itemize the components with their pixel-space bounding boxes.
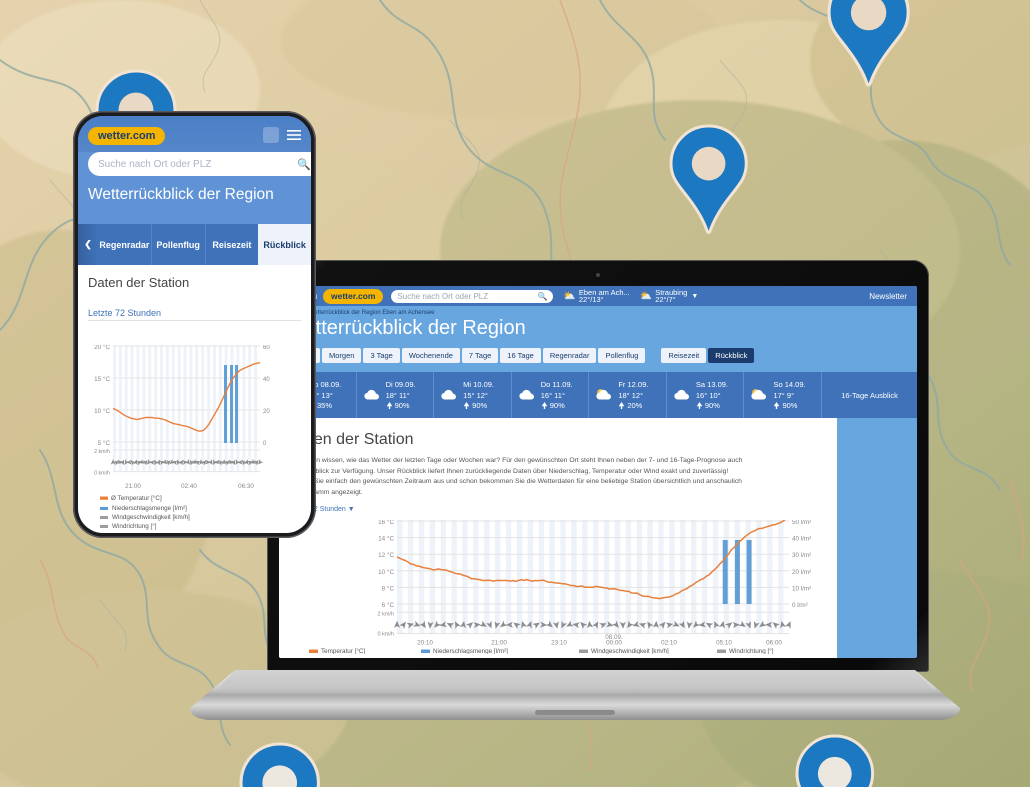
svg-text:Niederschlagsmenge [l/m²]: Niederschlagsmenge [l/m²] <box>433 648 508 654</box>
svg-text:12 °C: 12 °C <box>378 551 394 559</box>
svg-text:Windgeschwindigkeit [km/h]: Windgeschwindigkeit [km/h] <box>591 648 669 654</box>
svg-text:02:10: 02:10 <box>661 640 677 647</box>
svg-text:8 °C: 8 °C <box>382 584 395 592</box>
svg-text:06:00: 06:00 <box>766 640 782 647</box>
svg-text:21:00: 21:00 <box>491 640 507 647</box>
svg-text:5 °C: 5 °C <box>98 439 111 447</box>
svg-text:30 l/m²: 30 l/m² <box>792 552 811 559</box>
svg-text:40: 40 <box>263 377 270 383</box>
svg-text:21:00: 21:00 <box>125 483 141 490</box>
svg-text:15 °C: 15 °C <box>94 375 110 383</box>
svg-text:40 l/m²: 40 l/m² <box>792 536 811 543</box>
svg-text:05:10: 05:10 <box>716 640 732 647</box>
svg-text:10 °C: 10 °C <box>378 568 394 576</box>
svg-text:Ø Temperatur [°C]: Ø Temperatur [°C] <box>111 494 162 502</box>
svg-text:00:00: 00:00 <box>606 640 622 647</box>
svg-text:2 km/h: 2 km/h <box>377 612 394 618</box>
svg-text:2 km/h: 2 km/h <box>94 449 110 455</box>
svg-text:20 l/m²: 20 l/m² <box>792 569 811 576</box>
svg-text:20:10: 20:10 <box>417 640 433 647</box>
svg-text:06:30: 06:30 <box>238 483 254 490</box>
svg-text:20 °C: 20 °C <box>94 345 110 351</box>
svg-text:23:10: 23:10 <box>551 640 567 647</box>
svg-text:14 °C: 14 °C <box>378 535 394 543</box>
svg-text:0 km/h: 0 km/h <box>94 471 110 477</box>
svg-text:0: 0 <box>263 441 267 447</box>
svg-text:60: 60 <box>263 345 270 351</box>
svg-text:Windrichtung [°]: Windrichtung [°] <box>729 647 774 654</box>
svg-text:Temperatur [°C]: Temperatur [°C] <box>321 647 365 654</box>
svg-text:20: 20 <box>263 409 270 415</box>
svg-text:02:40: 02:40 <box>181 483 197 490</box>
svg-text:16 °C: 16 °C <box>378 520 394 526</box>
svg-text:6 °C: 6 °C <box>382 601 395 609</box>
svg-text:10 °C: 10 °C <box>94 407 110 415</box>
svg-text:0 l/m²: 0 l/m² <box>792 602 808 609</box>
svg-text:10 l/m²: 10 l/m² <box>792 585 811 592</box>
svg-text:0 km/h: 0 km/h <box>377 632 394 638</box>
svg-text:50 l/m²: 50 l/m² <box>792 520 811 526</box>
